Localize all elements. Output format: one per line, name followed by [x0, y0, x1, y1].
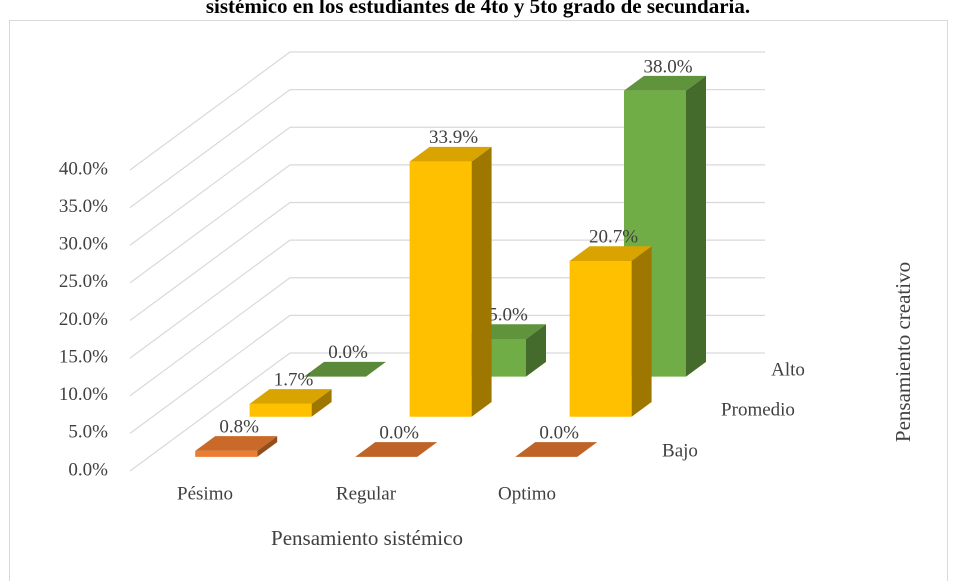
bar-side	[631, 246, 652, 417]
value-label: 20.7%	[589, 227, 638, 248]
chart-title: sistémico en los estudiantes de 4to y 5t…	[206, 0, 750, 18]
bar-top	[569, 246, 652, 261]
x-tick-label: Regular	[336, 483, 397, 504]
value-label: 0.0%	[328, 342, 368, 363]
bar-front	[409, 161, 472, 417]
series-label: Alto	[771, 359, 805, 380]
y-tick-label: 35.0%	[59, 196, 108, 217]
grid-line	[129, 89, 291, 209]
z-axis-label: Pensamiento creativo	[891, 262, 915, 442]
value-label: 1.7%	[274, 370, 314, 391]
grid-line	[129, 164, 291, 284]
chart-frame	[9, 20, 948, 586]
value-label: 5.0%	[488, 305, 528, 326]
bar-side	[257, 436, 278, 457]
bar-side	[471, 146, 492, 417]
bar	[195, 436, 278, 457]
grid-line	[129, 314, 291, 434]
x-tick-label: Pésimo	[177, 483, 233, 504]
bar	[409, 146, 492, 417]
x-tick-label: Optimo	[498, 483, 556, 504]
bar-front	[249, 403, 312, 417]
y-tick-label: 10.0%	[59, 384, 108, 405]
bar	[249, 389, 332, 417]
y-tick-label: 25.0%	[59, 271, 108, 292]
grid-line	[129, 239, 291, 359]
series-label: Promedio	[721, 399, 795, 420]
bar	[355, 442, 438, 457]
grid-line	[129, 202, 291, 321]
bar-top	[249, 389, 332, 404]
bar-top	[409, 146, 492, 162]
bar	[569, 246, 652, 417]
bar-side	[526, 324, 546, 377]
bar-front	[569, 260, 632, 417]
y-tick-label: 20.0%	[59, 309, 108, 330]
bar-front	[195, 450, 258, 457]
value-label: 0.8%	[219, 416, 259, 437]
value-label: 33.9%	[429, 127, 478, 148]
series-label: Bajo	[662, 440, 698, 461]
bar-top	[195, 436, 278, 451]
y-tick-label: 30.0%	[59, 234, 108, 255]
grid-line	[129, 277, 291, 397]
bar	[515, 442, 598, 457]
value-label: 38.0%	[643, 56, 692, 77]
value-label: 0.0%	[379, 422, 419, 443]
grid-line	[129, 51, 291, 171]
y-tick-label: 5.0%	[68, 422, 108, 443]
y-tick-label: 15.0%	[59, 346, 108, 367]
bar-top	[355, 442, 438, 457]
grid-line	[129, 352, 291, 472]
bar-top	[304, 361, 386, 377]
bar-side	[311, 389, 332, 417]
bar-side	[686, 75, 706, 377]
grid-line	[129, 126, 291, 246]
bar-top	[624, 75, 706, 91]
bar	[304, 361, 386, 377]
bar-top	[515, 442, 598, 457]
value-label: 0.0%	[539, 422, 579, 443]
y-tick-label: 40.0%	[59, 158, 108, 179]
y-tick-label: 0.0%	[68, 459, 108, 480]
x-axis-label: Pensamiento sistémico	[271, 526, 463, 550]
